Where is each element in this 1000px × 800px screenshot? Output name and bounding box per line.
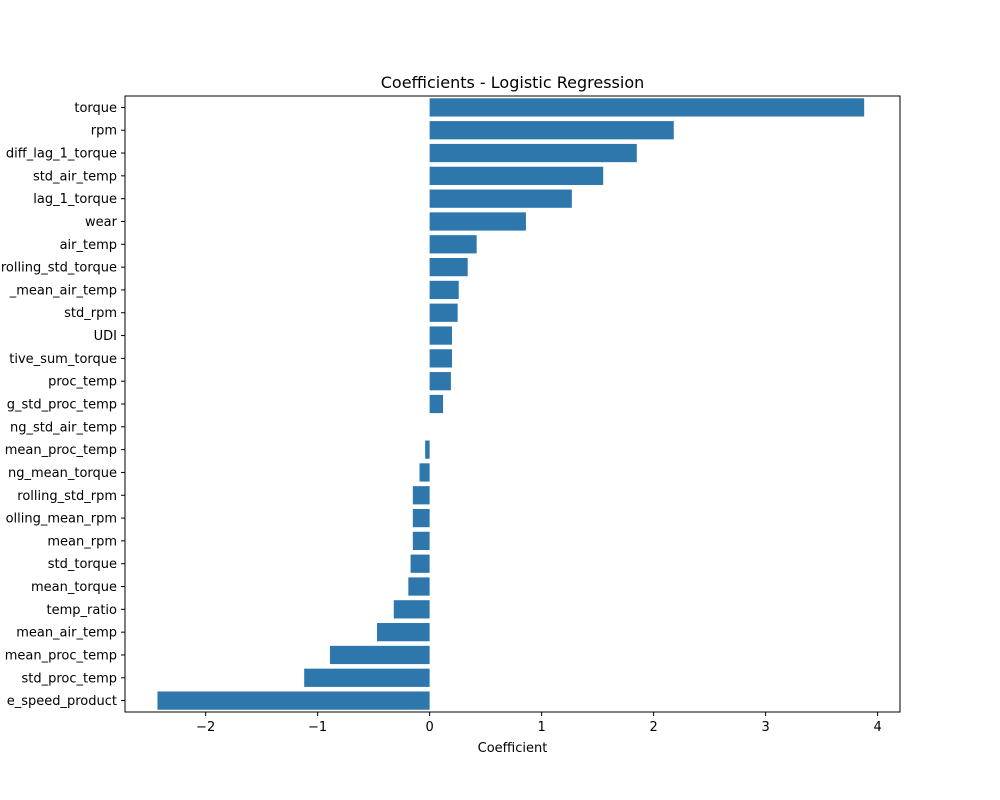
bar-25 (304, 668, 430, 687)
y-tick-label: UDI (94, 329, 117, 344)
x-tick-label: 0 (425, 720, 433, 735)
y-tick-label: olling_mean_rpm (6, 512, 117, 527)
bar-18 (412, 508, 430, 528)
bar-11 (429, 349, 453, 368)
bar-7 (429, 257, 468, 277)
x-tick-label: −2 (196, 720, 215, 735)
y-tick-label: std_rpm (64, 306, 117, 321)
y-tick-label: std_proc_temp (21, 671, 117, 686)
y-tick-label: torque (74, 101, 117, 116)
bar-1 (429, 121, 674, 140)
bar-13 (429, 394, 444, 414)
bar-5 (429, 212, 526, 231)
y-tick-label: mean_rpm (47, 534, 117, 549)
y-tick-label: tive_sum_torque (9, 352, 117, 367)
y-axis-ticks: torque rpm diff_lag_1_torque std_air_templa… (1, 101, 125, 709)
bar-9 (429, 303, 458, 322)
bar-17 (412, 486, 430, 505)
y-tick-label: g_std_proc_temp (7, 398, 117, 413)
bar-22 (393, 600, 430, 619)
bar-8 (429, 280, 459, 300)
bar-2 (429, 143, 637, 163)
bar-24 (329, 645, 430, 665)
y-tick-label: e_speed_product (7, 694, 117, 709)
bar-15 (425, 440, 430, 459)
bar-0 (429, 98, 865, 117)
x-tick-label: 3 (761, 720, 769, 735)
y-tick-label: mean_torque (31, 580, 117, 595)
y-tick-label: std_torque (48, 557, 117, 572)
x-tick-label: 4 (873, 720, 881, 735)
plot-frame (124, 95, 901, 713)
y-tick-label: ng_std_air_temp (10, 420, 117, 435)
bar-21 (408, 577, 430, 596)
bar-6 (429, 235, 477, 254)
y-tick-label: rpm (91, 124, 117, 139)
bar-12 (429, 372, 451, 391)
bar-4 (429, 189, 572, 208)
bar-19 (412, 531, 430, 551)
bar-10 (429, 326, 453, 345)
x-axis-label: Coefficient (478, 741, 548, 756)
y-tick-label: air_temp (60, 238, 117, 253)
bar-26 (157, 691, 430, 710)
bars-layer (157, 98, 865, 710)
bar-23 (376, 623, 430, 642)
bar-3 (429, 166, 604, 185)
y-tick-label: _mean_air_temp (9, 283, 117, 298)
bar-16 (419, 463, 430, 482)
y-tick-label: mean_proc_temp (5, 443, 117, 458)
bar-20 (410, 554, 430, 573)
x-tick-label: 1 (537, 720, 545, 735)
x-axis-ticks: −2 −1 0 1 2 3 4 (196, 712, 882, 735)
y-tick-label: std_air_temp (33, 169, 117, 184)
y-tick-label: mean_proc_temp (5, 648, 117, 663)
y-tick-label: ng_mean_torque (8, 466, 117, 481)
y-tick-label: temp_ratio (47, 603, 118, 618)
y-tick-label: proc_temp (48, 375, 117, 390)
y-tick-label: wear (85, 215, 118, 230)
y-tick-label: lag_1_torque (33, 192, 117, 207)
x-tick-label: 2 (649, 720, 657, 735)
y-tick-label: diff_lag_1_torque (6, 147, 117, 162)
y-tick-label: mean_air_temp (16, 626, 117, 641)
y-tick-label: rolling_std_rpm (17, 489, 117, 504)
x-tick-label: −1 (308, 720, 327, 735)
y-tick-label: rolling_std_torque (1, 261, 117, 276)
chart-title: Coefficients - Logistic Regression (381, 73, 645, 92)
